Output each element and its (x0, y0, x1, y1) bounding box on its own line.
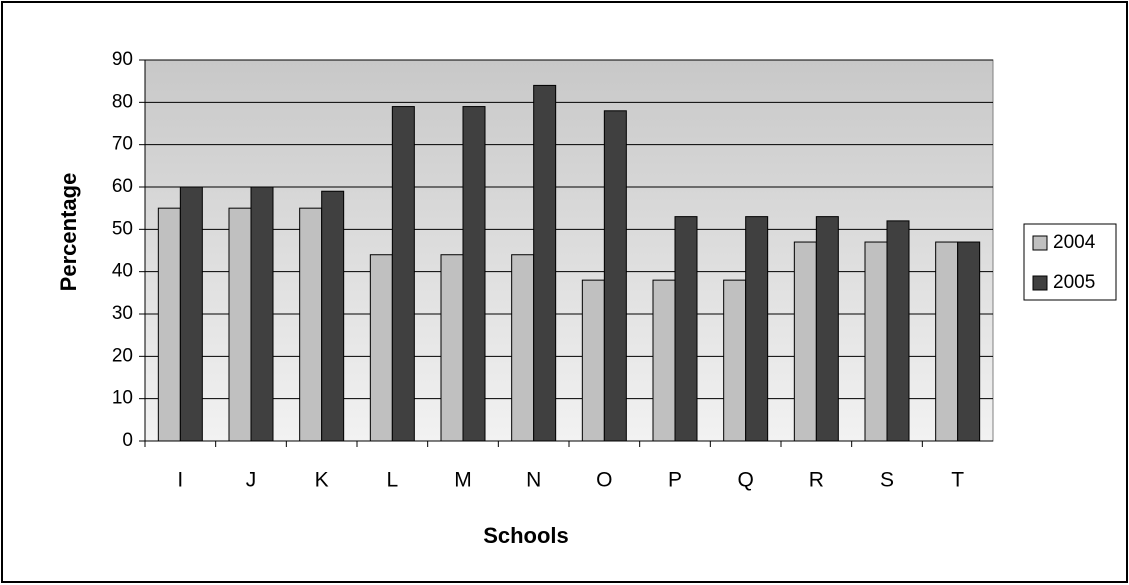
y-axis-title: Percentage (56, 173, 81, 292)
bar (793, 241, 817, 442)
x-tick-label: S (880, 469, 894, 492)
bar (864, 241, 888, 442)
bar (369, 254, 393, 442)
x-tick-label: M (454, 469, 472, 492)
bar (533, 84, 557, 442)
y-tick-label: 40 (112, 261, 133, 282)
bar (957, 241, 981, 442)
legend-swatch (1032, 235, 1048, 251)
bar (179, 186, 203, 442)
y-tick-label: 50 (112, 218, 133, 239)
bar (652, 279, 676, 442)
y-tick-label: 30 (112, 303, 133, 324)
x-tick-label: K (315, 469, 329, 492)
x-axis-title: Schools (483, 523, 569, 548)
bar (157, 207, 181, 442)
legend-swatch (1032, 275, 1048, 291)
x-tick-label: I (177, 469, 183, 492)
plot-area (144, 59, 994, 442)
x-tick-label: Q (737, 469, 753, 492)
x-tick-label: O (596, 469, 612, 492)
bar (935, 241, 959, 442)
bar (886, 220, 910, 442)
bar (391, 106, 415, 442)
bar (674, 216, 698, 442)
y-tick-label: 70 (112, 134, 133, 155)
bar (440, 254, 464, 442)
y-tick-label: 80 (112, 91, 133, 112)
bar (321, 190, 345, 442)
legend-label: 2005 (1053, 272, 1095, 293)
bar (745, 216, 769, 442)
bar (581, 279, 605, 442)
y-tick-label: 10 (112, 388, 133, 409)
y-tick-label: 90 (112, 49, 133, 70)
legend-label: 2004 (1053, 232, 1096, 253)
x-tick-label: R (809, 469, 824, 492)
y-tick-label: 60 (112, 176, 133, 197)
x-tick-label: P (668, 469, 682, 492)
bar (511, 254, 535, 442)
x-tick-label: N (526, 469, 541, 492)
bar (228, 207, 252, 442)
bar (723, 279, 747, 442)
bar (250, 186, 274, 442)
bar (603, 110, 627, 442)
y-tick-label: 0 (122, 430, 133, 451)
bar (462, 106, 486, 442)
y-tick-label: 20 (112, 345, 133, 366)
bar (299, 207, 323, 442)
x-tick-label: J (246, 469, 257, 492)
bar (815, 216, 839, 442)
x-tick-label: T (951, 469, 964, 492)
x-tick-label: L (386, 469, 398, 492)
